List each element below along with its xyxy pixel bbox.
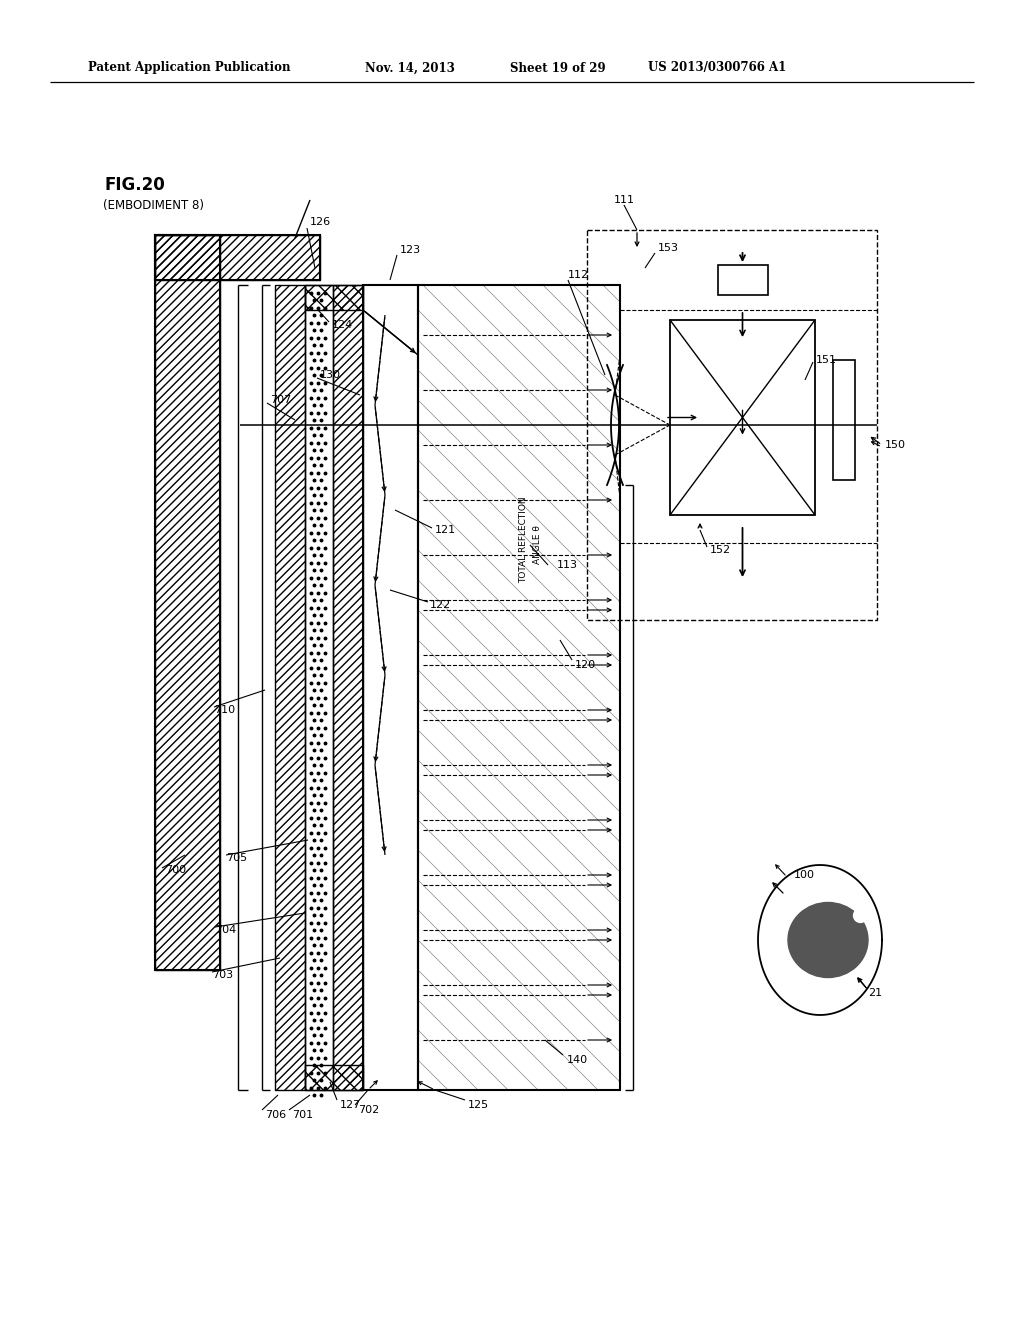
Text: 150: 150 — [885, 440, 906, 450]
Text: 710: 710 — [214, 705, 236, 715]
Text: 130: 130 — [319, 370, 341, 380]
Bar — [333, 285, 362, 1090]
Text: 126: 126 — [310, 216, 331, 227]
Text: 121: 121 — [435, 525, 456, 535]
Bar — [155, 235, 220, 970]
Bar — [670, 319, 815, 515]
Text: 113: 113 — [557, 560, 578, 570]
Bar — [718, 265, 768, 294]
Bar — [587, 230, 877, 620]
Text: 124: 124 — [332, 319, 353, 330]
Text: US 2013/0300766 A1: US 2013/0300766 A1 — [648, 62, 786, 74]
Text: FIG.20: FIG.20 — [105, 176, 166, 194]
Text: 151: 151 — [816, 355, 837, 366]
Bar — [333, 285, 362, 1090]
Text: (EMBODIMENT 8): (EMBODIMENT 8) — [103, 198, 204, 211]
Bar — [305, 1065, 362, 1090]
Text: 122: 122 — [430, 601, 452, 610]
Bar — [362, 285, 418, 1090]
Text: Nov. 14, 2013: Nov. 14, 2013 — [365, 62, 455, 74]
Text: 140: 140 — [567, 1055, 588, 1065]
Text: 700: 700 — [165, 865, 186, 875]
Text: Patent Application Publication: Patent Application Publication — [88, 62, 291, 74]
Bar — [155, 235, 319, 280]
Bar — [155, 235, 319, 280]
Text: 706: 706 — [265, 1110, 286, 1119]
Text: 704: 704 — [215, 925, 237, 935]
Text: 112: 112 — [568, 271, 589, 280]
Text: 703: 703 — [212, 970, 233, 979]
Text: ANGLE θ: ANGLE θ — [532, 525, 542, 565]
Text: 152: 152 — [710, 545, 731, 554]
Text: 21: 21 — [868, 987, 882, 998]
Bar — [155, 235, 220, 970]
Text: 702: 702 — [358, 1105, 379, 1115]
Bar — [833, 360, 855, 480]
Text: 705: 705 — [226, 853, 247, 863]
Text: 111: 111 — [614, 195, 635, 205]
Text: 125: 125 — [468, 1100, 489, 1110]
Bar — [305, 285, 333, 1090]
Text: TOTAL REFLECTION: TOTAL REFLECTION — [519, 496, 528, 583]
Text: 701: 701 — [292, 1110, 313, 1119]
Text: 127: 127 — [340, 1100, 361, 1110]
Bar — [418, 285, 620, 1090]
Text: 153: 153 — [658, 243, 679, 253]
Text: 100: 100 — [794, 870, 815, 880]
Text: 707: 707 — [270, 395, 291, 405]
Bar — [275, 285, 305, 1090]
Text: Sheet 19 of 29: Sheet 19 of 29 — [510, 62, 605, 74]
Text: 123: 123 — [400, 246, 421, 255]
Bar — [275, 285, 305, 1090]
Bar — [305, 285, 362, 310]
Bar — [305, 1065, 362, 1090]
Ellipse shape — [788, 903, 868, 978]
Text: 120: 120 — [575, 660, 596, 671]
Bar — [305, 285, 362, 310]
